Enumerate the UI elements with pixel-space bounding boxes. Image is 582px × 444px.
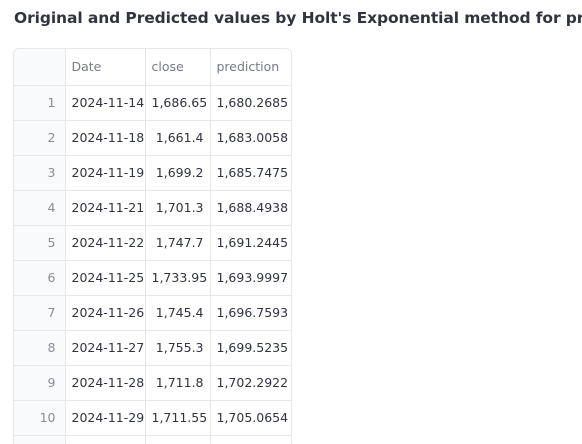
table-row: 4 2024-11-21 1,701.3 1,688.4938 (14, 190, 291, 226)
close-cell[interactable]: 1,711.8 (145, 365, 211, 401)
table-row: 6 2024-11-25 1,733.95 1,693.9997 (14, 260, 291, 296)
prediction-cell[interactable]: 1,702.2922 (210, 365, 291, 401)
row-index-cell: 6 (14, 260, 66, 296)
close-cell[interactable]: 1,755.3 (145, 330, 211, 366)
close-cell[interactable]: 1,733.95 (145, 260, 211, 296)
prediction-cell[interactable]: 1,685.7475 (210, 155, 291, 191)
close-cell[interactable]: 1,699.2 (145, 155, 211, 191)
date-cell[interactable] (65, 435, 146, 444)
date-cell[interactable]: 2024-11-22 (65, 225, 146, 261)
prediction-cell[interactable]: 1,691.2445 (210, 225, 291, 261)
date-cell[interactable]: 2024-11-27 (65, 330, 146, 366)
row-index-cell: 3 (14, 155, 66, 191)
close-cell[interactable]: 1,711.55 (145, 400, 211, 436)
date-cell[interactable]: 2024-11-18 (65, 120, 146, 156)
date-cell[interactable]: 2024-11-25 (65, 260, 146, 296)
close-cell[interactable]: 1,747.7 (145, 225, 211, 261)
prediction-cell[interactable] (210, 435, 291, 444)
date-cell[interactable]: 2024-11-28 (65, 365, 146, 401)
table-row: 2 2024-11-18 1,661.4 1,683.0058 (14, 120, 291, 156)
close-cell[interactable] (145, 435, 211, 444)
table-row-partial (14, 435, 291, 444)
column-header-index (14, 49, 66, 86)
table-row: 7 2024-11-26 1,745.4 1,696.7593 (14, 295, 291, 331)
dataframe-container[interactable]: Date close prediction 1 2024-11-14 1,686… (13, 48, 292, 444)
table-row: 3 2024-11-19 1,699.2 1,685.7475 (14, 155, 291, 191)
row-index-cell: 8 (14, 330, 66, 366)
row-index-cell: 5 (14, 225, 66, 261)
date-cell[interactable]: 2024-11-14 (65, 85, 146, 121)
prediction-cell[interactable]: 1,699.5235 (210, 330, 291, 366)
dataframe-table[interactable]: Date close prediction 1 2024-11-14 1,686… (14, 49, 291, 444)
column-header-date[interactable]: Date (65, 49, 146, 86)
row-index-cell: 2 (14, 120, 66, 156)
close-cell[interactable]: 1,686.65 (145, 85, 211, 121)
row-index-cell: 7 (14, 295, 66, 331)
date-cell[interactable]: 2024-11-29 (65, 400, 146, 436)
row-index-cell: 10 (14, 400, 66, 436)
date-cell[interactable]: 2024-11-26 (65, 295, 146, 331)
row-index-cell: 1 (14, 85, 66, 121)
table-row: 8 2024-11-27 1,755.3 1,699.5235 (14, 330, 291, 366)
row-index-cell: 4 (14, 190, 66, 226)
table-row: 10 2024-11-29 1,711.55 1,705.0654 (14, 400, 291, 436)
date-cell[interactable]: 2024-11-19 (65, 155, 146, 191)
close-cell[interactable]: 1,701.3 (145, 190, 211, 226)
table-row: 5 2024-11-22 1,747.7 1,691.2445 (14, 225, 291, 261)
row-index-cell (14, 435, 66, 444)
close-cell[interactable]: 1,661.4 (145, 120, 211, 156)
table-row: 9 2024-11-28 1,711.8 1,702.2922 (14, 365, 291, 401)
prediction-cell[interactable]: 1,688.4938 (210, 190, 291, 226)
column-header-prediction[interactable]: prediction (210, 49, 291, 86)
section-heading: Original and Predicted values by Holt's … (14, 9, 582, 27)
prediction-cell[interactable]: 1,680.2685 (210, 85, 291, 121)
table-row: 1 2024-11-14 1,686.65 1,680.2685 (14, 85, 291, 121)
row-index-cell: 9 (14, 365, 66, 401)
prediction-cell[interactable]: 1,696.7593 (210, 295, 291, 331)
close-cell[interactable]: 1,745.4 (145, 295, 211, 331)
prediction-cell[interactable]: 1,693.9997 (210, 260, 291, 296)
prediction-cell[interactable]: 1,705.0654 (210, 400, 291, 436)
table-header-row: Date close prediction (14, 49, 291, 86)
column-header-close[interactable]: close (145, 49, 211, 86)
prediction-cell[interactable]: 1,683.0058 (210, 120, 291, 156)
date-cell[interactable]: 2024-11-21 (65, 190, 146, 226)
